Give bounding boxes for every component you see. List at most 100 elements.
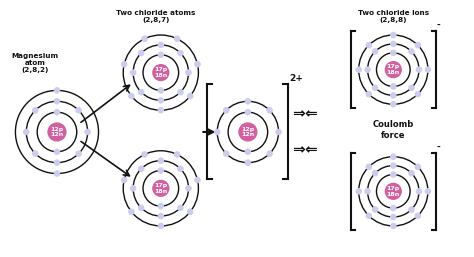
Circle shape bbox=[245, 109, 251, 115]
Circle shape bbox=[33, 151, 38, 157]
Circle shape bbox=[391, 172, 396, 177]
Circle shape bbox=[356, 67, 362, 72]
Circle shape bbox=[373, 207, 378, 212]
Text: ⇐: ⇐ bbox=[304, 142, 317, 157]
Circle shape bbox=[48, 123, 66, 141]
Circle shape bbox=[391, 214, 396, 220]
Text: 17p
18n: 17p 18n bbox=[387, 65, 400, 75]
Circle shape bbox=[415, 164, 420, 170]
Circle shape bbox=[365, 67, 370, 72]
Circle shape bbox=[138, 205, 144, 211]
Circle shape bbox=[385, 183, 401, 199]
Text: Two chloride atoms
(2,8,7): Two chloride atoms (2,8,7) bbox=[116, 10, 196, 23]
Circle shape bbox=[195, 177, 200, 183]
Circle shape bbox=[178, 50, 183, 56]
Circle shape bbox=[33, 107, 38, 113]
Text: 2+: 2+ bbox=[290, 75, 303, 84]
Circle shape bbox=[158, 213, 164, 219]
Circle shape bbox=[276, 129, 281, 135]
Circle shape bbox=[54, 98, 60, 104]
Circle shape bbox=[214, 129, 220, 135]
Text: ⇒: ⇒ bbox=[292, 107, 305, 122]
Circle shape bbox=[415, 213, 420, 218]
Circle shape bbox=[391, 102, 396, 107]
Circle shape bbox=[391, 93, 396, 98]
Circle shape bbox=[365, 189, 370, 194]
Circle shape bbox=[186, 70, 191, 75]
Circle shape bbox=[223, 107, 229, 113]
Circle shape bbox=[158, 88, 164, 93]
Circle shape bbox=[267, 107, 273, 113]
Circle shape bbox=[158, 107, 164, 113]
Text: 12p
12n: 12p 12n bbox=[241, 127, 255, 137]
Circle shape bbox=[187, 93, 193, 99]
Circle shape bbox=[138, 50, 144, 56]
Circle shape bbox=[416, 67, 422, 72]
Circle shape bbox=[174, 152, 180, 157]
Text: 17p
18n: 17p 18n bbox=[387, 186, 400, 197]
Circle shape bbox=[416, 189, 422, 194]
Text: Magnesium
atom
(2,8,2): Magnesium atom (2,8,2) bbox=[12, 53, 59, 73]
Circle shape bbox=[121, 177, 127, 183]
Circle shape bbox=[54, 88, 60, 93]
Circle shape bbox=[391, 205, 396, 211]
Circle shape bbox=[373, 170, 378, 176]
Circle shape bbox=[128, 93, 134, 99]
Circle shape bbox=[178, 205, 183, 211]
Circle shape bbox=[153, 65, 169, 80]
Circle shape bbox=[366, 91, 372, 97]
Circle shape bbox=[24, 129, 29, 135]
Circle shape bbox=[85, 129, 91, 135]
Circle shape bbox=[158, 158, 164, 163]
Circle shape bbox=[138, 89, 144, 95]
Circle shape bbox=[158, 168, 164, 173]
Circle shape bbox=[391, 154, 396, 159]
Circle shape bbox=[385, 62, 401, 78]
Circle shape bbox=[391, 163, 396, 168]
Circle shape bbox=[142, 152, 147, 157]
Text: 17p
18n: 17p 18n bbox=[154, 67, 167, 78]
Circle shape bbox=[76, 151, 82, 157]
Circle shape bbox=[373, 85, 378, 91]
Text: ⇐: ⇐ bbox=[304, 107, 317, 122]
Circle shape bbox=[158, 223, 164, 229]
Circle shape bbox=[356, 189, 362, 194]
Circle shape bbox=[142, 36, 147, 42]
Circle shape bbox=[409, 170, 414, 176]
Circle shape bbox=[391, 84, 396, 89]
Circle shape bbox=[153, 180, 169, 196]
Circle shape bbox=[76, 107, 82, 113]
Circle shape bbox=[195, 61, 200, 67]
Circle shape bbox=[54, 149, 60, 154]
Circle shape bbox=[366, 213, 372, 218]
Circle shape bbox=[187, 209, 193, 215]
Circle shape bbox=[245, 98, 251, 104]
Circle shape bbox=[158, 42, 164, 48]
Circle shape bbox=[138, 166, 144, 171]
Circle shape bbox=[366, 164, 372, 170]
Circle shape bbox=[178, 166, 183, 171]
Circle shape bbox=[54, 171, 60, 176]
Circle shape bbox=[409, 49, 414, 54]
Circle shape bbox=[158, 52, 164, 58]
Circle shape bbox=[415, 42, 420, 48]
Text: 17p
18n: 17p 18n bbox=[154, 183, 167, 194]
Circle shape bbox=[415, 91, 420, 97]
Circle shape bbox=[366, 42, 372, 48]
Circle shape bbox=[267, 151, 273, 157]
Circle shape bbox=[409, 207, 414, 212]
Text: Two chloride ions
(2,8,8): Two chloride ions (2,8,8) bbox=[358, 10, 429, 23]
Circle shape bbox=[178, 89, 183, 95]
Circle shape bbox=[130, 70, 136, 75]
Circle shape bbox=[121, 61, 127, 67]
Text: ⇒: ⇒ bbox=[292, 142, 305, 157]
Circle shape bbox=[54, 160, 60, 166]
Circle shape bbox=[158, 203, 164, 209]
Circle shape bbox=[54, 109, 60, 115]
Circle shape bbox=[425, 189, 431, 194]
Circle shape bbox=[130, 186, 136, 191]
Circle shape bbox=[391, 41, 396, 47]
Circle shape bbox=[128, 209, 134, 215]
Circle shape bbox=[409, 85, 414, 91]
Text: 12p
12n: 12p 12n bbox=[50, 127, 64, 137]
